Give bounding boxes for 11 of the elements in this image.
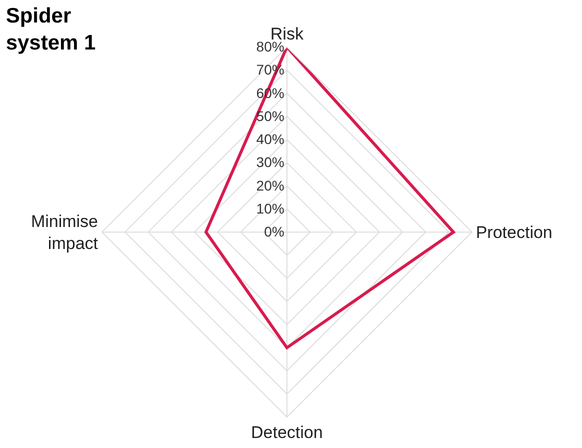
chart-title: Spider system 1 <box>6 4 96 55</box>
y-tick-label: 20% <box>256 177 284 194</box>
y-tick-label: 50% <box>256 108 284 124</box>
y-tick-label: 30% <box>256 154 284 170</box>
y-tick-label: 10% <box>256 200 284 216</box>
spoke-label: Minimise impact <box>30 212 98 254</box>
y-tick-label: 40% <box>256 131 284 148</box>
y-tick-label: 0% <box>264 224 284 240</box>
spoke-label: Protection <box>476 223 552 242</box>
y-tick-label: 80% <box>256 38 284 55</box>
spoke-label: Detection <box>251 422 323 442</box>
